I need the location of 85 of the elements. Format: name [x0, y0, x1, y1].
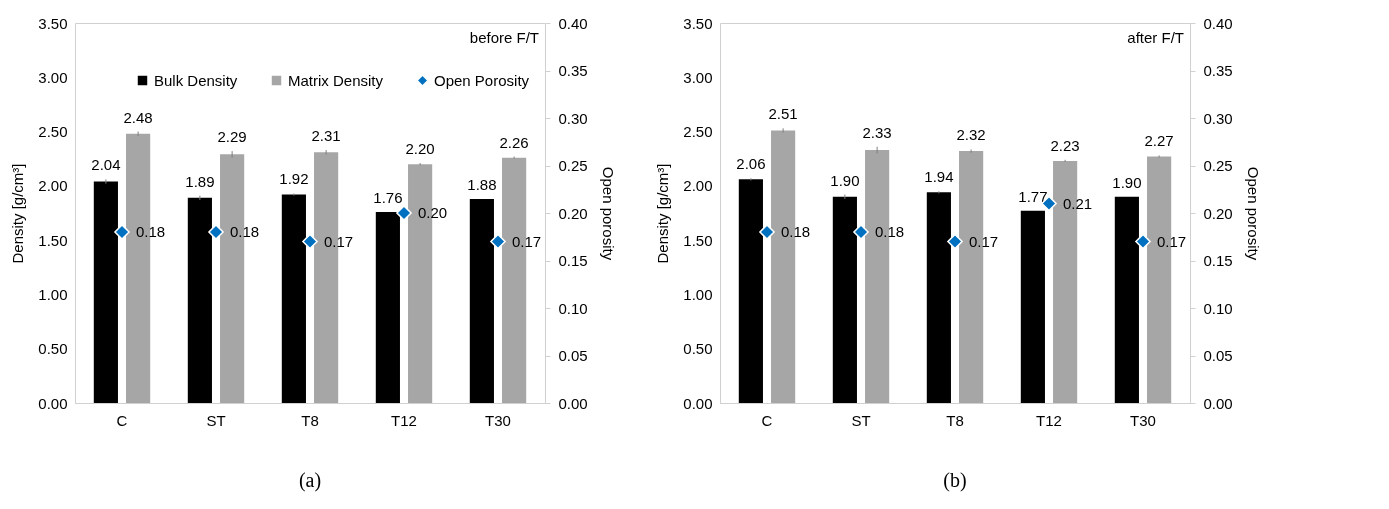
- y2-tick-label: 0.40: [1203, 14, 1233, 32]
- y2-tick-label: 0.35: [1203, 62, 1233, 79]
- data-label: 2.51: [768, 105, 798, 123]
- y2-tick-label: 0.00: [1203, 394, 1233, 412]
- x-tick-label: T30: [1130, 411, 1156, 429]
- data-label: 2.31: [311, 127, 341, 145]
- y-tick-label: 0.50: [683, 340, 713, 358]
- y2-tick-label: 0.25: [558, 157, 588, 174]
- data-label: 1.92: [279, 170, 309, 188]
- legend-label: Bulk Density: [154, 71, 238, 89]
- data-label: 0.17: [324, 232, 354, 250]
- x-tick-label: T12: [1036, 411, 1062, 429]
- x-tick-label: T8: [946, 411, 964, 429]
- data-label: 2.33: [862, 123, 892, 141]
- data-label: 0.17: [512, 232, 542, 250]
- y-axis-title: Density [g/cm³]: [654, 163, 672, 264]
- legend-label: Open Porosity: [434, 71, 530, 89]
- y-tick-label: 0.50: [38, 340, 68, 358]
- x-tick-label: C: [116, 411, 128, 429]
- y2-tick-label: 0.40: [558, 14, 588, 32]
- data-label: 2.23: [1050, 136, 1080, 154]
- data-label: 2.29: [217, 128, 247, 146]
- x-tick-label: T12: [391, 411, 417, 429]
- y2-tick-label: 0.15: [1203, 252, 1233, 269]
- y2-tick-label: 0.30: [1203, 109, 1233, 127]
- data-label: 0.18: [875, 223, 905, 240]
- y-tick-label: 3.50: [683, 14, 713, 32]
- x-tick-label: T30: [485, 411, 511, 429]
- data-label: 2.32: [956, 126, 986, 144]
- text: (b): [943, 469, 967, 492]
- data-label: 1.77: [1018, 187, 1048, 205]
- data-label: 1.89: [185, 172, 215, 190]
- y2-tick-label: 0.25: [1203, 157, 1233, 174]
- y-tick-label: 3.00: [683, 68, 713, 86]
- y-tick-label: 2.50: [683, 123, 713, 141]
- data-label: 2.27: [1144, 132, 1174, 150]
- y2-axis-title: Open porosity: [1244, 166, 1262, 261]
- y2-tick-label: 0.15: [558, 252, 588, 269]
- y-tick-label: 3.00: [38, 68, 68, 86]
- y2-tick-label: 0.05: [1203, 347, 1233, 364]
- y2-tick-label: 0.00: [558, 394, 588, 412]
- text: (a): [298, 469, 322, 492]
- y2-tick-label: 0.20: [558, 204, 588, 222]
- y-axis-title: Density [g/cm³]: [9, 163, 27, 264]
- data-label: 1.90: [1112, 173, 1142, 191]
- data-label: 0.18: [781, 223, 811, 240]
- annotation: after F/T: [1127, 29, 1184, 46]
- data-label: 2.26: [499, 133, 529, 151]
- data-label: 1.88: [467, 175, 497, 193]
- data-label: 0.17: [969, 232, 999, 250]
- y2-axis-title: Open porosity: [599, 166, 617, 261]
- y-tick-label: 3.50: [38, 14, 68, 32]
- data-label: 1.90: [830, 171, 860, 189]
- y2-tick-label: 0.20: [1203, 204, 1233, 222]
- annotation: before F/T: [469, 29, 539, 46]
- x-tick-label: ST: [851, 411, 871, 429]
- y2-tick-label: 0.10: [1203, 299, 1233, 317]
- y2-tick-label: 0.30: [558, 109, 588, 127]
- y-tick-label: 1.00: [683, 285, 713, 303]
- y2-tick-label: 0.10: [558, 299, 588, 317]
- y2-tick-label: 0.35: [558, 62, 588, 79]
- data-label: 0.21: [1063, 194, 1093, 212]
- data-label: 0.17: [1157, 232, 1187, 250]
- data-label: 0.20: [418, 204, 448, 221]
- y-tick-label: 0.00: [38, 394, 68, 412]
- y2-tick-label: 0.05: [558, 347, 588, 364]
- y-tick-label: 2.00: [683, 177, 713, 195]
- y-tick-label: 1.50: [38, 231, 68, 249]
- data-label: 2.06: [736, 155, 766, 173]
- y-tick-label: 1.00: [38, 285, 68, 303]
- y-tick-label: 1.50: [683, 231, 713, 249]
- data-label: 1.76: [373, 188, 403, 206]
- data-label: 1.94: [924, 168, 954, 186]
- data-label: 0.18: [230, 223, 260, 240]
- y-tick-label: 2.50: [38, 123, 68, 141]
- data-label: 2.04: [91, 156, 121, 174]
- y-tick-label: 0.00: [683, 394, 713, 412]
- y-tick-label: 2.00: [38, 177, 68, 195]
- data-label: 2.20: [405, 140, 435, 158]
- legend-label: Matrix Density: [288, 71, 384, 89]
- x-tick-label: T8: [301, 411, 319, 429]
- x-tick-label: C: [761, 411, 773, 429]
- data-label: 2.48: [123, 108, 153, 126]
- x-tick-label: ST: [206, 411, 226, 429]
- data-label: 0.18: [136, 223, 166, 240]
